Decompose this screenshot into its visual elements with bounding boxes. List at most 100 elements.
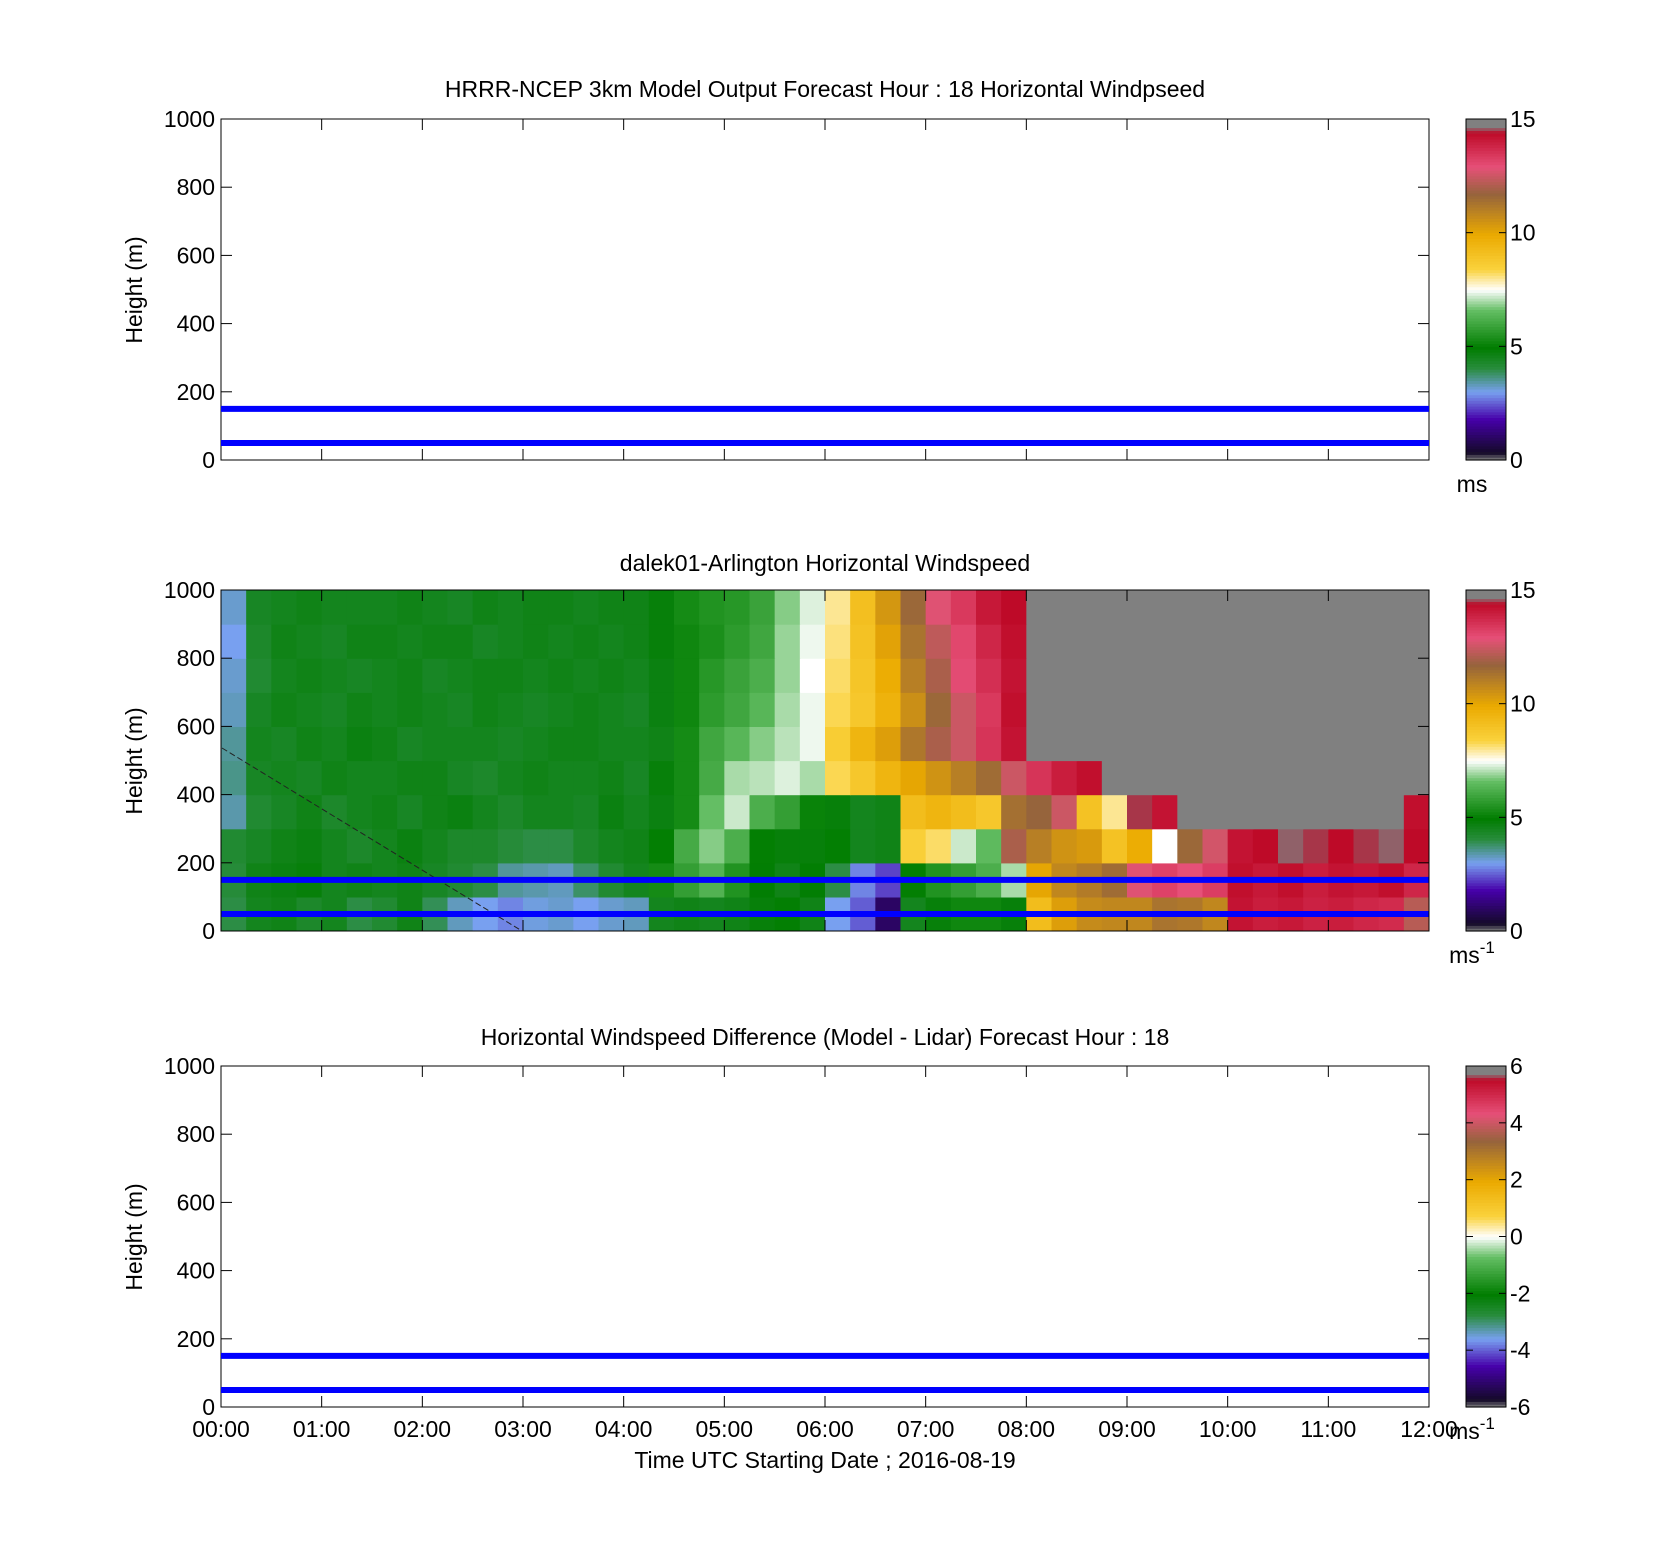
heatmap-cell [1001, 624, 1027, 659]
colorbar-segment [1466, 1344, 1506, 1348]
colorbar-segment [1466, 928, 1506, 932]
colorbar-segment [1466, 689, 1506, 693]
colorbar-segment [1466, 445, 1506, 450]
colorbar-segment [1466, 354, 1506, 359]
heatmap-cell [875, 590, 902, 625]
heatmap-cell [422, 658, 449, 693]
colorbar-segment [1466, 442, 1506, 447]
colorbar-segment [1466, 751, 1506, 756]
y-tick-label: 0 [202, 1394, 215, 1420]
heatmap-cell [1177, 794, 1204, 830]
heatmap-cell [1101, 726, 1128, 762]
colorbar-segment [1466, 607, 1506, 611]
colorbar-segment [1466, 275, 1506, 279]
colorbar-segment [1466, 857, 1506, 861]
colorbar-segment [1466, 1236, 1506, 1240]
heatmap-cell [799, 590, 826, 625]
colorbar-segment [1466, 235, 1506, 239]
heatmap-cell [850, 726, 876, 762]
heatmap-cell [674, 794, 700, 830]
heatmap-cell [573, 624, 600, 659]
colorbar-segment [1466, 431, 1506, 436]
colorbar-segment [1466, 454, 1506, 458]
colorbar-segment [1466, 649, 1506, 654]
colorbar-segment [1466, 823, 1506, 827]
heatmap-cell [1076, 658, 1103, 693]
heatmap-cell [1403, 658, 1429, 693]
heatmap-cell [1378, 726, 1405, 762]
heatmap-cell [221, 624, 247, 659]
colorbar-segment [1466, 1193, 1506, 1198]
heatmap-cell [1227, 692, 1254, 727]
colorbar-segment [1466, 1384, 1506, 1388]
colorbar-segment [1466, 1372, 1506, 1377]
heatmap-cell [1278, 828, 1304, 864]
colorbar-segment [1466, 788, 1506, 793]
heatmap-cell [1303, 760, 1329, 796]
heatmap-cell [1227, 828, 1254, 864]
colorbar-tick-label: -2 [1510, 1280, 1530, 1306]
heatmap-cell [648, 590, 675, 625]
colorbar-segment [1466, 178, 1506, 183]
heatmap-cell [674, 760, 700, 796]
colorbar-segment [1466, 1083, 1506, 1087]
heatmap-cell [1127, 726, 1153, 762]
heatmap-cell [1202, 828, 1229, 864]
colorbar-segment [1466, 638, 1506, 642]
colorbar-tick-label: 10 [1510, 691, 1536, 717]
x-tick-label: 07:00 [897, 1416, 955, 1442]
heatmap-cell [598, 794, 625, 830]
heatmap-cell [648, 726, 675, 762]
heatmap-cell [648, 760, 675, 796]
colorbar-segment [1466, 763, 1506, 767]
heatmap-cell [1152, 760, 1178, 796]
heatmap-cell [1051, 828, 1078, 864]
colorbar-segment [1466, 315, 1506, 319]
colorbar-segment [1466, 1387, 1506, 1391]
heatmap-cell [447, 692, 474, 727]
colorbar-segment [1466, 1247, 1506, 1252]
colorbar-segment [1466, 440, 1506, 444]
colorbar-segment [1466, 595, 1506, 600]
heatmap-cell [296, 794, 323, 830]
colorbar-segment [1466, 1139, 1506, 1144]
heatmap-cell [749, 624, 776, 659]
colorbar-segment [1466, 919, 1506, 924]
colorbar-segment [1466, 209, 1506, 214]
colorbar-segment [1466, 1324, 1506, 1329]
colorbar-segment [1466, 1137, 1506, 1141]
heatmap-cell [623, 828, 650, 864]
colorbar-segment [1466, 865, 1506, 870]
heatmap-cell [296, 828, 323, 864]
colorbar-segment [1466, 1347, 1506, 1351]
colorbar-segment [1466, 374, 1506, 379]
heatmap-cell [296, 658, 323, 693]
colorbar-segment [1466, 408, 1506, 413]
heatmap-cell [1252, 760, 1279, 796]
colorbar-segment [1466, 1290, 1506, 1294]
colorbar-segment [1466, 334, 1506, 339]
colorbar-segment [1466, 1097, 1506, 1101]
colorbar-segment [1466, 340, 1506, 345]
heatmap-cell [221, 692, 247, 727]
colorbar-segment [1466, 457, 1506, 461]
colorbar-segment [1466, 686, 1506, 691]
colorbar-segment [1466, 278, 1506, 282]
heatmap-cell [674, 590, 700, 625]
colorbar-segment [1466, 700, 1506, 705]
colorbar-segment [1466, 204, 1506, 208]
heatmap-cell [1403, 624, 1429, 659]
heatmap-cell [422, 590, 449, 625]
heatmap-cell [1252, 828, 1279, 864]
colorbar-segment [1466, 138, 1506, 143]
colorbar-segment [1466, 164, 1506, 168]
colorbar-segment [1466, 167, 1506, 171]
colorbar-segment [1466, 902, 1506, 907]
heatmap-cell [221, 658, 247, 693]
colorbar-segment [1466, 1066, 1506, 1070]
colorbar-frame [1465, 589, 1507, 932]
heatmap-cell [925, 828, 952, 864]
colorbar-segment [1466, 655, 1506, 659]
heatmap-cell [1051, 590, 1078, 625]
colorbar-segment [1466, 783, 1506, 787]
